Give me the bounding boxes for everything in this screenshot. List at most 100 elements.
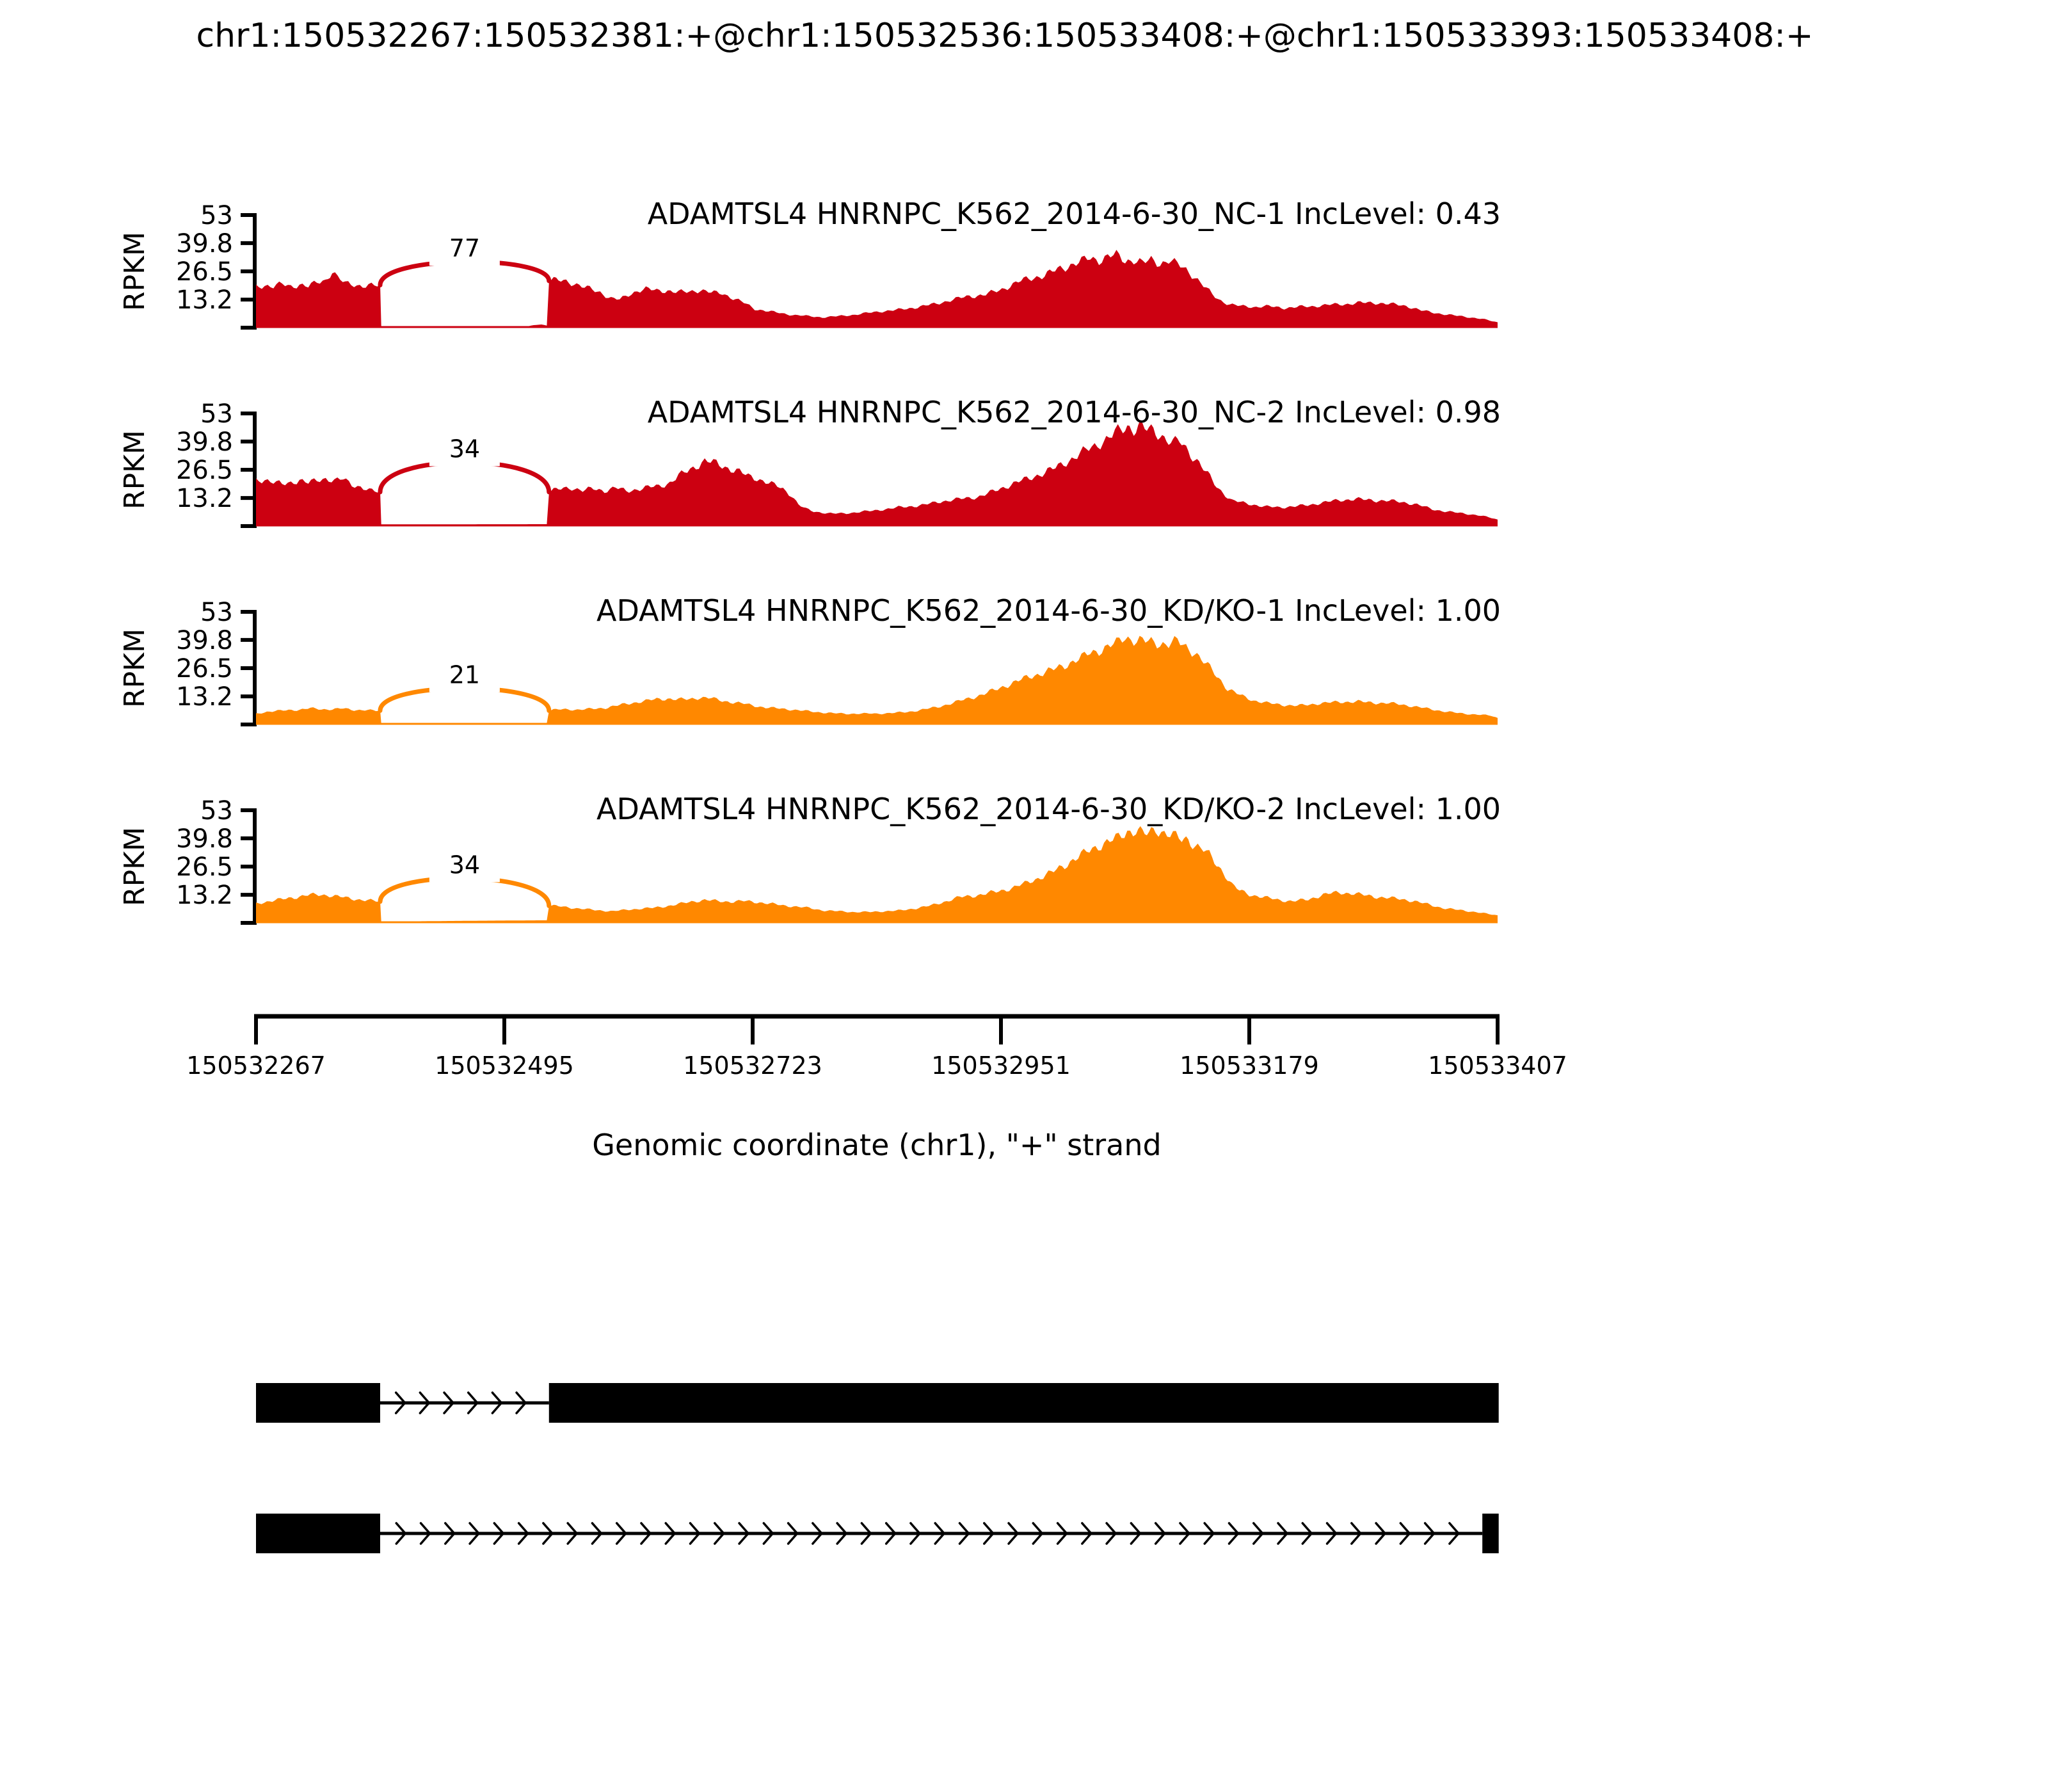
junction-arc (378, 876, 552, 908)
intron-direction-arrow-icon (591, 1522, 603, 1545)
y-tick-label: 26.5 (176, 654, 233, 684)
x-tick-label: 150533407 (1428, 1052, 1567, 1080)
isoform-exon (256, 1514, 380, 1553)
x-tick-label: 150532495 (435, 1052, 574, 1080)
y-tick-label: 53 (200, 598, 233, 627)
intron-direction-arrow-icon (1399, 1522, 1411, 1545)
junction-count-label: 34 (449, 435, 480, 463)
y-tick-label: 13.2 (176, 881, 233, 910)
intron-direction-arrow-icon (664, 1522, 676, 1545)
x-tick-label: 150532723 (683, 1052, 822, 1080)
y-tick-label: 39.8 (176, 428, 233, 457)
intron-direction-arrow-icon (493, 1522, 505, 1545)
intron-direction-arrow-icon (762, 1522, 774, 1545)
intron-direction-arrow-icon (615, 1522, 628, 1545)
y-tick-label: 26.5 (176, 456, 233, 485)
intron-direction-arrow-icon (714, 1522, 726, 1545)
y-axis-title: RPKM (118, 628, 151, 708)
y-tick-label: 26.5 (176, 257, 233, 287)
intron-direction-arrow-icon (1130, 1522, 1142, 1545)
y-tick-label: 26.5 (176, 852, 233, 882)
intron-direction-arrow-icon (812, 1522, 824, 1545)
intron-direction-arrow-icon (689, 1522, 701, 1545)
y-tick-label: 13.2 (176, 682, 233, 712)
junction-count-label: 77 (449, 234, 480, 262)
y-tick-label: 53 (200, 796, 233, 826)
intron-direction-arrow-icon (443, 1391, 455, 1414)
junction-count-label: 21 (449, 661, 480, 689)
intron-direction-arrow-icon (836, 1522, 848, 1545)
track-title: ADAMTSL4 HNRNPC_K562_2014-6-30_KD/KO-2 I… (596, 792, 1501, 826)
y-tick-label: 13.2 (176, 484, 233, 513)
junction-arc (378, 460, 552, 495)
isoform-exon (1482, 1514, 1499, 1553)
intron-direction-arrow-icon (419, 1522, 431, 1545)
intron-direction-arrow-icon (909, 1522, 922, 1545)
intron-direction-arrow-icon (884, 1522, 897, 1545)
junction-label-gap (429, 655, 500, 692)
y-tick-label: 39.8 (176, 229, 233, 259)
coverage-area (256, 419, 1498, 526)
intron-direction-arrow-icon (394, 1391, 407, 1414)
intron-direction-arrow-icon (1277, 1522, 1289, 1545)
intron-direction-arrow-icon (983, 1522, 995, 1545)
intron-direction-arrow-icon (1105, 1522, 1117, 1545)
intron-direction-arrow-icon (1301, 1522, 1313, 1545)
intron-direction-arrow-icon (1179, 1522, 1191, 1545)
intron-direction-arrow-icon (934, 1522, 946, 1545)
intron-direction-arrow-icon (1228, 1522, 1240, 1545)
intron-direction-arrow-icon (444, 1522, 456, 1545)
x-tick-label: 150533179 (1180, 1052, 1319, 1080)
coverage-area (256, 250, 1498, 328)
y-tick-label: 39.8 (176, 824, 233, 854)
intron-direction-arrow-icon (860, 1522, 872, 1545)
track-title: ADAMTSL4 HNRNPC_K562_2014-6-30_KD/KO-1 I… (596, 593, 1501, 628)
track-title: ADAMTSL4 HNRNPC_K562_2014-6-30_NC-2 IncL… (648, 395, 1501, 429)
isoform-exon (256, 1383, 380, 1423)
intron-direction-arrow-icon (467, 1391, 479, 1414)
intron-direction-arrow-icon (1081, 1522, 1093, 1545)
y-axis-title: RPKM (118, 232, 151, 311)
intron-direction-arrow-icon (1423, 1522, 1436, 1545)
junction-label-gap (429, 228, 500, 266)
coverage-area (256, 636, 1498, 724)
junction-label-gap (429, 429, 500, 467)
y-tick-label: 53 (200, 201, 233, 230)
x-axis-title: Genomic coordinate (chr1), "+" strand (592, 1128, 1161, 1162)
intron-direction-arrow-icon (1032, 1522, 1044, 1545)
intron-direction-arrow-icon (1252, 1522, 1265, 1545)
intron-direction-arrow-icon (419, 1391, 431, 1414)
intron-direction-arrow-icon (542, 1522, 554, 1545)
intron-direction-arrow-icon (787, 1522, 799, 1545)
intron-direction-arrow-icon (1056, 1522, 1068, 1545)
track-title: ADAMTSL4 HNRNPC_K562_2014-6-30_NC-1 IncL… (648, 196, 1501, 231)
intron-direction-arrow-icon (566, 1522, 579, 1545)
intron-direction-arrow-icon (1350, 1522, 1363, 1545)
intron-direction-arrow-icon (468, 1522, 481, 1545)
x-tick-label: 150532267 (186, 1052, 326, 1080)
isoform-exon (548, 1383, 1499, 1423)
y-tick-label: 13.2 (176, 285, 233, 315)
intron-direction-arrow-icon (640, 1522, 652, 1545)
intron-direction-arrow-icon (517, 1522, 529, 1545)
junction-label-gap (429, 845, 500, 883)
intron-direction-arrow-icon (1154, 1522, 1166, 1545)
intron-direction-arrow-icon (1007, 1522, 1020, 1545)
intron-direction-arrow-icon (1375, 1522, 1387, 1545)
junction-count-label: 34 (449, 851, 480, 879)
intron-direction-arrow-icon (395, 1522, 407, 1545)
intron-direction-arrow-icon (738, 1522, 750, 1545)
x-tick-label: 150532951 (931, 1052, 1071, 1080)
y-tick-label: 39.8 (176, 626, 233, 655)
intron-direction-arrow-icon (958, 1522, 970, 1545)
intron-direction-arrow-icon (1325, 1522, 1338, 1545)
intron-direction-arrow-icon (491, 1391, 503, 1414)
figure-title: chr1:150532267:150532381:+@chr1:15053253… (196, 17, 1814, 55)
intron-direction-arrow-icon (1448, 1522, 1460, 1545)
y-axis-title: RPKM (118, 827, 151, 906)
intron-direction-arrow-icon (1203, 1522, 1215, 1545)
intron-direction-arrow-icon (515, 1391, 527, 1414)
y-axis-title: RPKM (118, 430, 151, 509)
